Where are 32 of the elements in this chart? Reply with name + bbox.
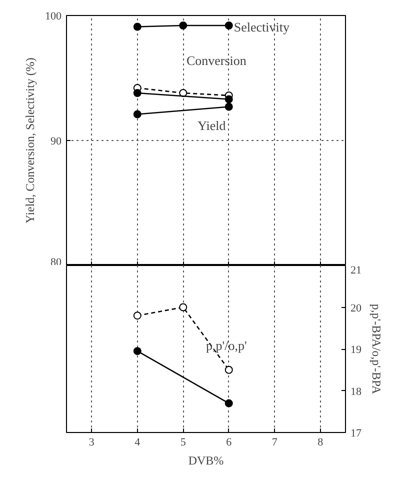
y2-tick-label: 21 xyxy=(350,264,362,276)
point xyxy=(133,22,142,31)
y-tick-label: 100 xyxy=(45,10,62,22)
y2-tick-label: 20 xyxy=(350,302,362,314)
point xyxy=(133,312,142,320)
point xyxy=(133,347,142,356)
point xyxy=(224,95,233,104)
x-tick-label: 6 xyxy=(226,436,232,448)
x-tick-label: 7 xyxy=(272,436,278,448)
annotation: Yield xyxy=(198,118,226,133)
y2-tick-label: 17 xyxy=(350,428,362,440)
point xyxy=(133,110,142,118)
annotation: p,p'/o,p' xyxy=(206,338,247,354)
point xyxy=(224,22,233,30)
y-axis-title: Yield, Conversion, Selectivity (%) xyxy=(23,58,37,224)
y2-tick-label: 18 xyxy=(350,386,362,398)
x-tick-label: 4 xyxy=(134,436,141,448)
point xyxy=(224,102,233,111)
annotation: Selectivity xyxy=(234,19,290,34)
x-tick-label: 5 xyxy=(180,436,186,448)
x-tick-label: 8 xyxy=(318,436,324,448)
y2-axis-title: p,p'-BPA/o,p'-BPA xyxy=(370,304,384,394)
y2-tick-label: 19 xyxy=(350,344,362,356)
x-axis-title: DVB% xyxy=(188,454,224,468)
point xyxy=(179,22,188,30)
point xyxy=(224,399,233,408)
x-tick-label: 3 xyxy=(88,436,95,448)
point xyxy=(179,303,188,312)
y-tick-label: 90 xyxy=(50,136,62,148)
point xyxy=(133,89,142,97)
point xyxy=(224,366,233,374)
annotation: Conversion xyxy=(186,53,247,68)
